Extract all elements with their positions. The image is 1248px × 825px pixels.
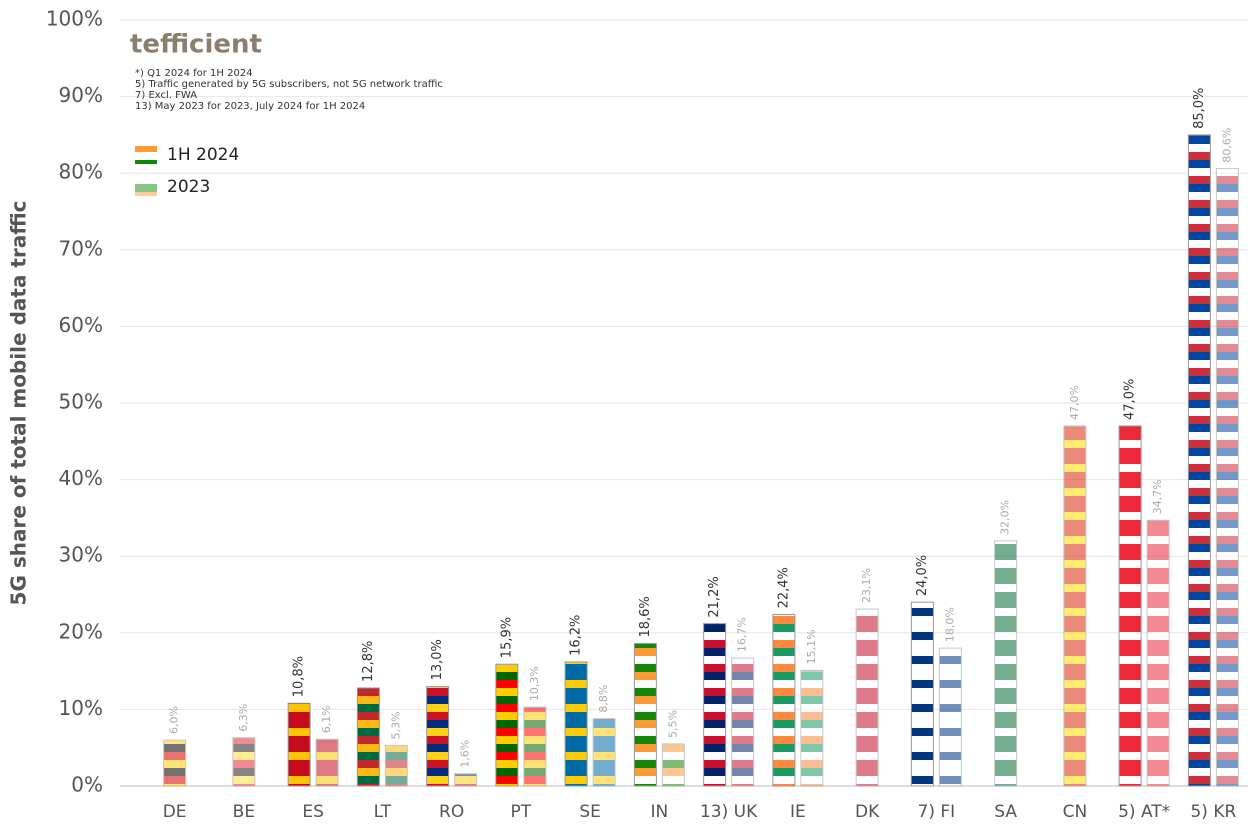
note: 13) May 2023 for 2023, July 2024 for 1H … xyxy=(135,101,365,112)
y-axis-label: 5G share of total mobile data traffic xyxy=(7,201,31,606)
value-label: 32,0% xyxy=(999,500,1012,535)
bar xyxy=(995,541,1017,786)
bar xyxy=(496,664,518,786)
y-tick-label: 100% xyxy=(46,7,103,31)
value-label: 13,0% xyxy=(430,639,445,680)
x-tick-label: 5) KR xyxy=(1190,802,1236,822)
x-tick-label: SA xyxy=(994,802,1017,822)
x-tick-label: 7) FI xyxy=(918,802,956,822)
bar xyxy=(1188,135,1210,786)
note: 7) Excl. FWA xyxy=(135,90,197,101)
bar xyxy=(385,745,407,786)
legend-swatch xyxy=(135,146,157,164)
value-label: 18,0% xyxy=(943,607,956,642)
x-tick-label: LT xyxy=(374,802,392,822)
value-label: 16,2% xyxy=(569,615,584,656)
y-tick-label: 80% xyxy=(59,160,103,184)
bar xyxy=(732,658,754,786)
y-tick-label: 90% xyxy=(59,83,103,107)
value-label: 80,6% xyxy=(1220,128,1233,163)
legend-label: 1H 2024 xyxy=(167,145,239,165)
value-label: 47,0% xyxy=(1123,379,1138,420)
value-label: 24,0% xyxy=(915,555,930,596)
value-label: 5,3% xyxy=(389,711,402,739)
bar xyxy=(1119,426,1141,786)
y-tick-label: 10% xyxy=(59,696,103,720)
value-label: 15,1% xyxy=(805,629,818,664)
value-label: 15,9% xyxy=(499,617,514,658)
x-tick-label: DE xyxy=(163,802,187,822)
bar xyxy=(704,624,726,786)
value-label: 10,8% xyxy=(292,656,307,697)
value-label: 85,0% xyxy=(1192,88,1207,129)
value-label: 6,0% xyxy=(168,706,181,734)
bar xyxy=(939,648,961,786)
y-tick-label: 60% xyxy=(59,313,103,337)
bar xyxy=(1147,520,1169,786)
value-label: 16,7% xyxy=(736,617,749,652)
y-tick-label: 50% xyxy=(59,390,103,414)
bar xyxy=(801,670,823,786)
value-label: 1,6% xyxy=(459,740,472,768)
x-tick-label: ES xyxy=(302,802,324,822)
x-tick-label: 13) UK xyxy=(700,802,758,822)
y-tick-label: 0% xyxy=(71,773,103,797)
value-label: 34,7% xyxy=(1151,479,1164,514)
bar xyxy=(357,688,379,786)
value-label: 12,8% xyxy=(361,641,376,682)
legend-swatch xyxy=(135,178,157,196)
bar xyxy=(1216,169,1238,786)
bar xyxy=(524,707,546,786)
note: 5) Traffic generated by 5G subscribers, … xyxy=(135,79,443,90)
value-label: 6,1% xyxy=(320,705,333,733)
value-label: 47,0% xyxy=(1068,385,1081,420)
bar xyxy=(1064,426,1086,786)
value-label: 5,5% xyxy=(666,710,679,738)
logo: tefficient xyxy=(130,30,262,60)
bar xyxy=(593,719,615,786)
value-label: 6,3% xyxy=(237,704,250,732)
x-tick-label: BE xyxy=(233,802,255,822)
value-label: 21,2% xyxy=(707,576,722,617)
bar xyxy=(773,614,795,786)
bar xyxy=(233,738,255,786)
bar xyxy=(911,602,933,786)
legend-label: 2023 xyxy=(167,177,210,197)
value-label: 23,1% xyxy=(860,568,873,603)
bar xyxy=(455,774,477,786)
value-label: 22,4% xyxy=(776,567,791,608)
y-tick-label: 20% xyxy=(59,619,103,643)
x-tick-label: PT xyxy=(511,802,532,822)
value-label: 10,3% xyxy=(528,666,541,701)
x-tick-label: IN xyxy=(651,802,669,822)
x-tick-label: IE xyxy=(790,802,806,822)
x-tick-label: DK xyxy=(855,802,880,822)
bar xyxy=(634,644,656,786)
x-tick-label: 5) AT* xyxy=(1118,802,1170,822)
note: *) Q1 2024 for 1H 2024 xyxy=(135,68,253,79)
bar xyxy=(164,740,186,786)
y-tick-label: 70% xyxy=(59,236,103,260)
x-tick-label: RO xyxy=(439,802,464,822)
y-tick-label: 30% xyxy=(59,543,103,567)
bar xyxy=(288,703,310,786)
value-label: 18,6% xyxy=(638,596,653,637)
y-tick-label: 40% xyxy=(59,466,103,490)
x-tick-label: SE xyxy=(579,802,601,822)
value-label: 8,8% xyxy=(597,685,610,713)
bar xyxy=(565,662,587,786)
x-tick-label: CN xyxy=(1063,802,1088,822)
bar xyxy=(856,609,878,786)
bar xyxy=(662,744,684,786)
bar xyxy=(316,739,338,786)
bar xyxy=(427,686,449,786)
